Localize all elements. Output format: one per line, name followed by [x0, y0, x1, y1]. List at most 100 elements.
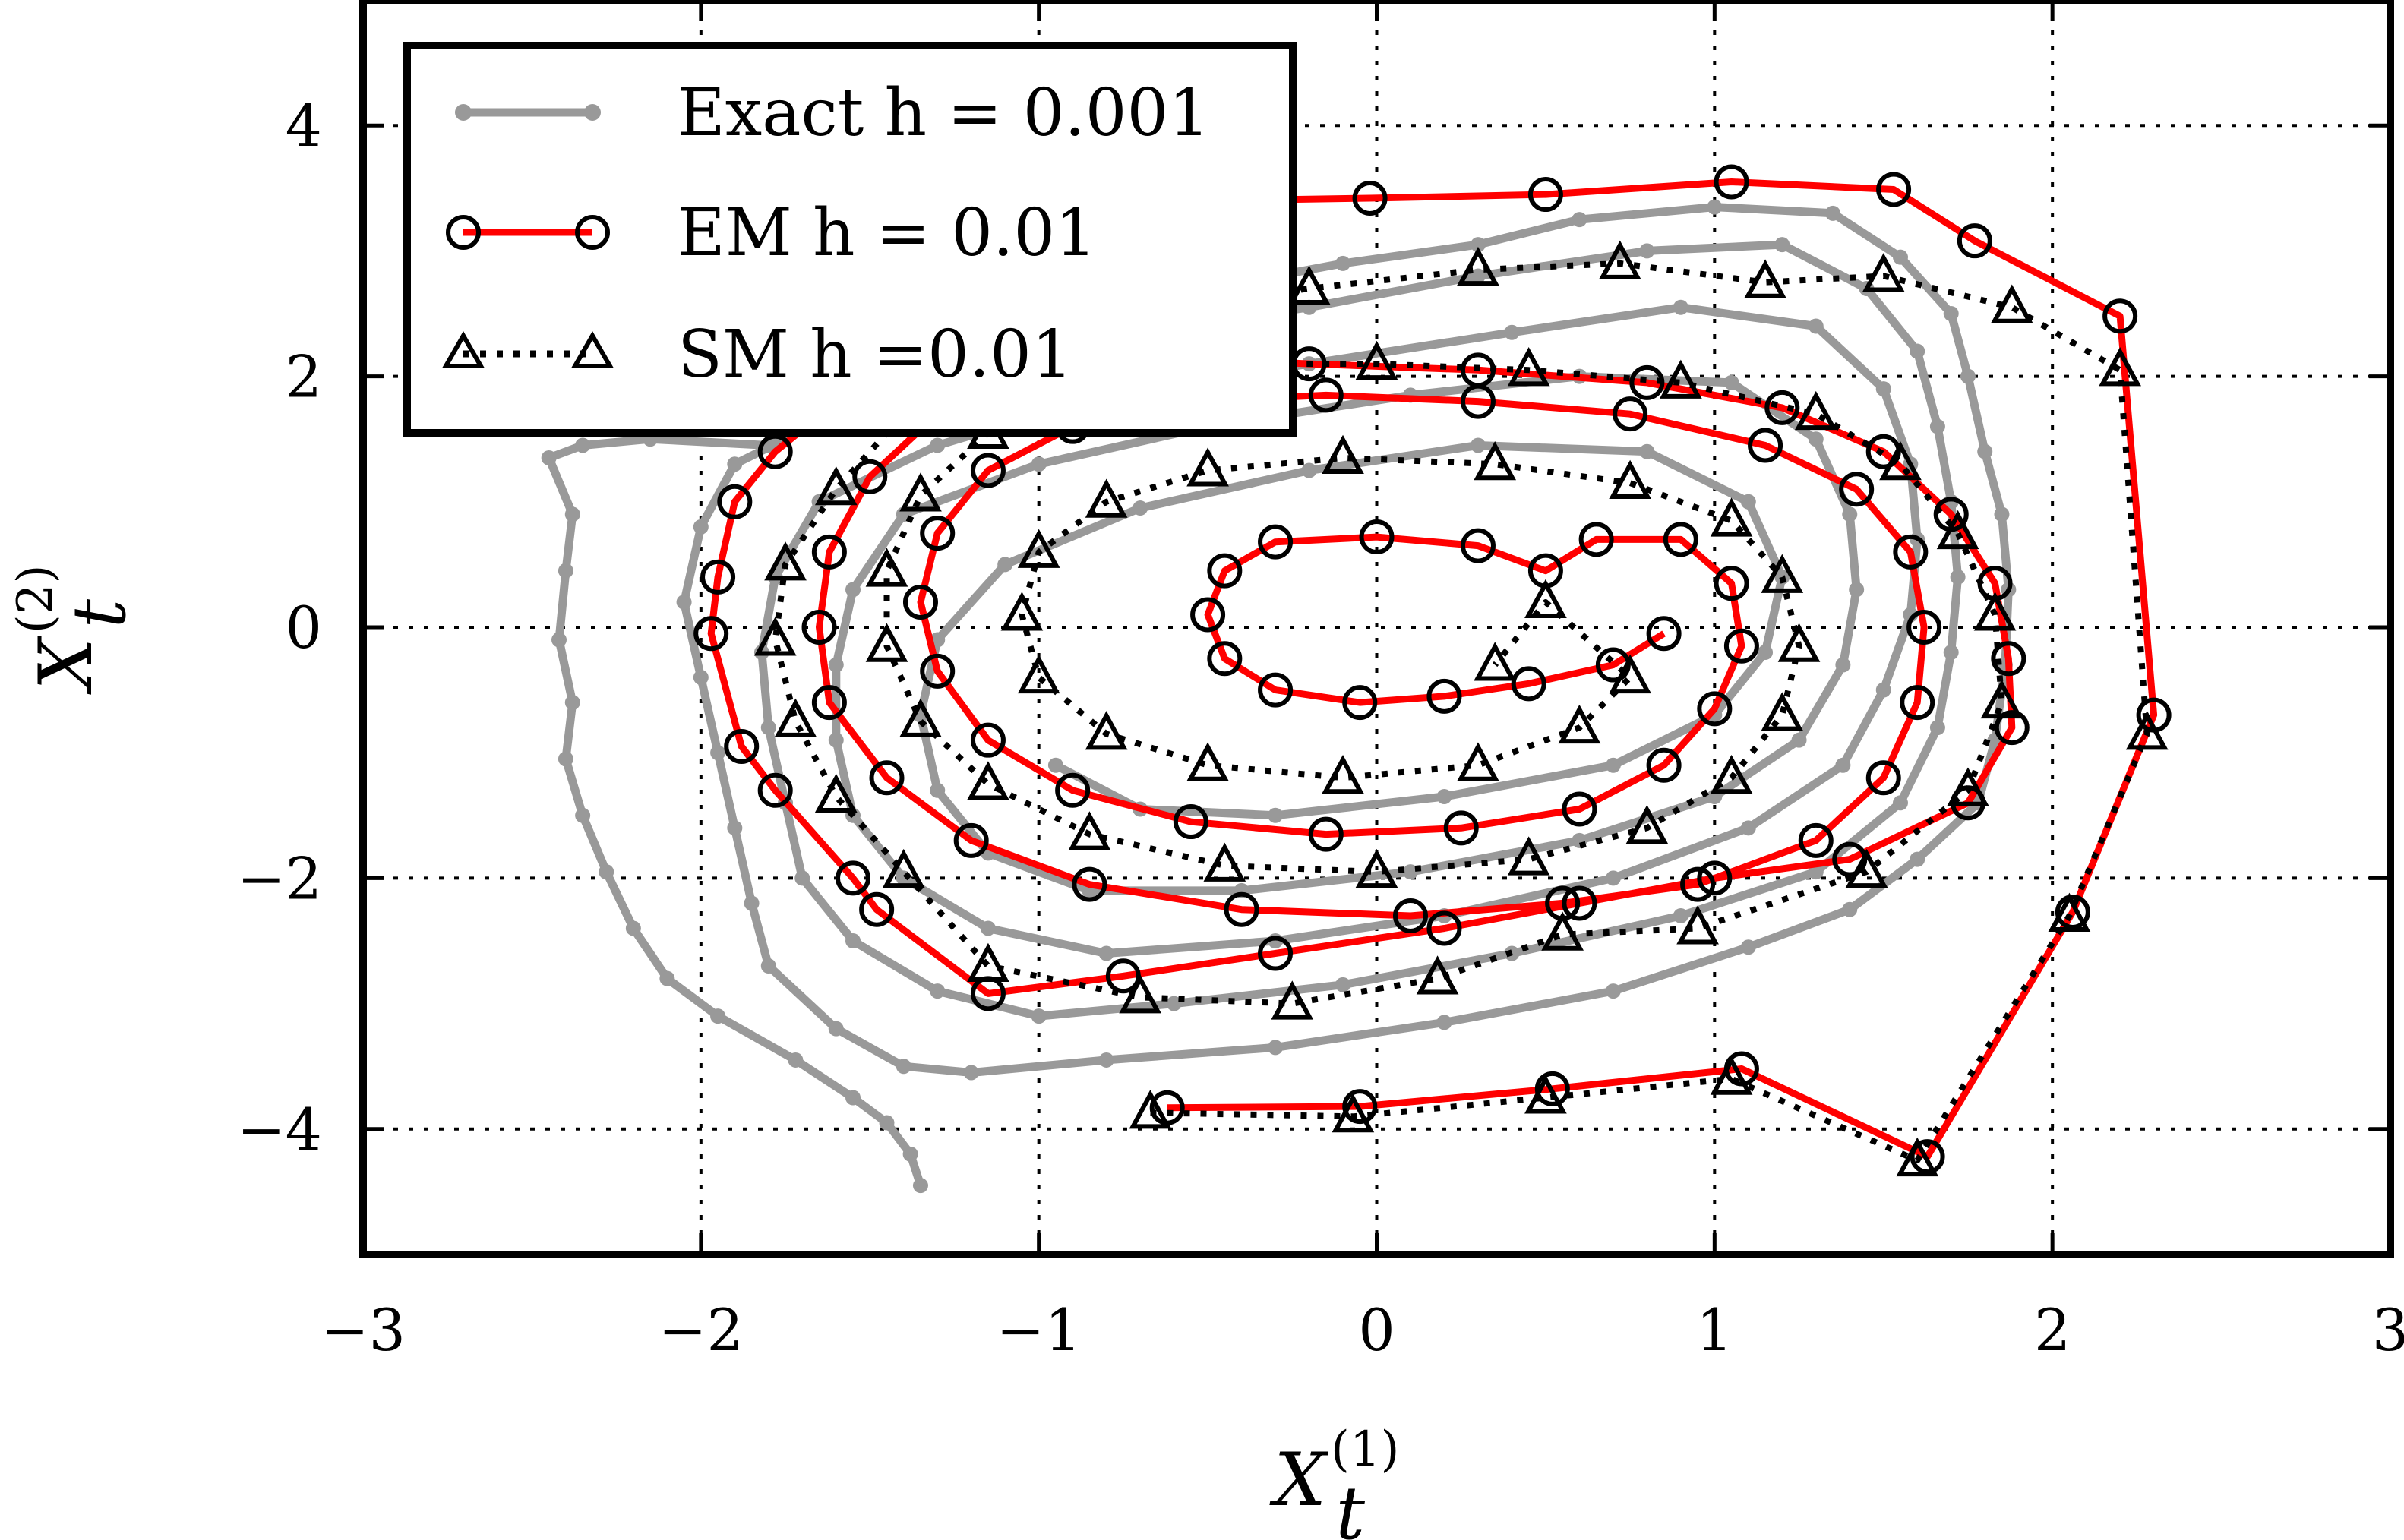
- data-point: [1625, 805, 1669, 844]
- data-point: [1507, 836, 1550, 876]
- data-point: [1562, 885, 1597, 921]
- data-point: [1845, 848, 1888, 888]
- x-tick-label: 1: [1696, 1296, 1733, 1364]
- data-point: [693, 670, 709, 686]
- data-point: [1950, 569, 1966, 585]
- data-point: [575, 437, 591, 453]
- data-point: [1906, 610, 1942, 645]
- data-point: [1710, 497, 1753, 537]
- data-point: [774, 698, 817, 737]
- data-point: [1173, 804, 1208, 840]
- data-point: [1342, 685, 1378, 721]
- data-point: [1808, 864, 1824, 880]
- data-point: [1460, 383, 1496, 419]
- data-point: [710, 745, 726, 761]
- data-point: [1605, 870, 1621, 886]
- data-point: [1457, 742, 1499, 781]
- data-point: [1186, 742, 1229, 781]
- y-axis-title-group: X(2)t: [8, 565, 142, 696]
- data-point: [902, 584, 938, 620]
- data-point: [1072, 866, 1107, 902]
- data-point: [1947, 767, 1989, 806]
- data-point: [1129, 1090, 1172, 1129]
- data-point: [744, 895, 760, 911]
- data-point: [1777, 623, 1821, 662]
- data-point: [1470, 237, 1486, 253]
- data-point: [676, 594, 692, 610]
- data-point: [1524, 579, 1567, 618]
- data-point: [1511, 666, 1546, 702]
- legend-entry-sm: SM h =0.01: [441, 317, 1073, 393]
- data-point: [1355, 848, 1398, 888]
- data-point: [727, 820, 743, 836]
- data-point: [760, 720, 776, 736]
- data-point: [1660, 359, 1702, 399]
- data-point: [1190, 597, 1226, 633]
- data-point: [1842, 506, 1858, 522]
- data-point: [753, 617, 797, 656]
- data-point: [970, 722, 1006, 758]
- data-point: [1764, 390, 1800, 425]
- y-tick-labels: 4 2 0 −2 −4: [237, 92, 322, 1163]
- data-point: [794, 870, 810, 886]
- data-point: [727, 456, 743, 472]
- data-point: [1943, 306, 1959, 321]
- data-point: [1892, 795, 1908, 811]
- y-tick-label: −2: [237, 844, 322, 912]
- data-point: [1893, 534, 1929, 570]
- data-point: [1598, 240, 1641, 279]
- data-point: [1910, 851, 1925, 867]
- data-point: [1714, 566, 1749, 601]
- data-point: [1457, 246, 1499, 286]
- data-point: [1268, 807, 1284, 823]
- data-point: [1098, 945, 1114, 961]
- legend-swatch-em-marker: [575, 215, 610, 250]
- data-point: [902, 1146, 918, 1162]
- data-point: [1119, 974, 1161, 1014]
- data-point: [1426, 678, 1462, 714]
- data-point: [1929, 720, 1945, 736]
- data-point: [1957, 223, 1992, 259]
- data-point: [1896, 1137, 1939, 1177]
- data-point: [1835, 657, 1851, 673]
- data-point: [564, 695, 580, 711]
- data-point: [700, 559, 736, 595]
- data-point: [920, 653, 956, 689]
- y-tick-label: 4: [286, 92, 322, 159]
- data-point: [1761, 692, 1804, 731]
- y-tick-label: 0: [286, 594, 322, 661]
- data-point: [801, 610, 837, 645]
- data-point: [1842, 901, 1858, 917]
- data-point: [814, 773, 858, 813]
- data-point: [1287, 265, 1331, 305]
- data-point: [1055, 772, 1091, 808]
- data-point: [1258, 672, 1294, 708]
- data-point: [1680, 866, 1716, 902]
- data-point: [1740, 820, 1756, 836]
- data-point: [1166, 996, 1182, 1011]
- data-point: [1460, 528, 1496, 563]
- data-point: [1031, 456, 1047, 472]
- data-point: [1085, 711, 1128, 750]
- data-point: [997, 557, 1013, 573]
- x-tick-label: 2: [2034, 1296, 2071, 1364]
- data-point: [1203, 842, 1246, 882]
- data-point: [551, 632, 567, 648]
- data-point: [2099, 347, 2141, 387]
- data-point: [1392, 898, 1428, 933]
- data-point: [1876, 172, 1912, 207]
- data-point: [1835, 757, 1851, 773]
- data-point: [1098, 1052, 1114, 1068]
- data-point: [1798, 822, 1834, 858]
- data-point: [1355, 340, 1398, 380]
- data-point: [1609, 459, 1651, 500]
- data-point: [1335, 977, 1351, 992]
- data-point: [1402, 864, 1418, 880]
- data-point: [1740, 494, 1756, 510]
- data-point: [1991, 641, 2026, 677]
- data-point: [724, 728, 760, 764]
- legend-swatch-em-marker: [446, 215, 481, 250]
- data-point: [980, 920, 996, 936]
- data-point: [1308, 816, 1344, 852]
